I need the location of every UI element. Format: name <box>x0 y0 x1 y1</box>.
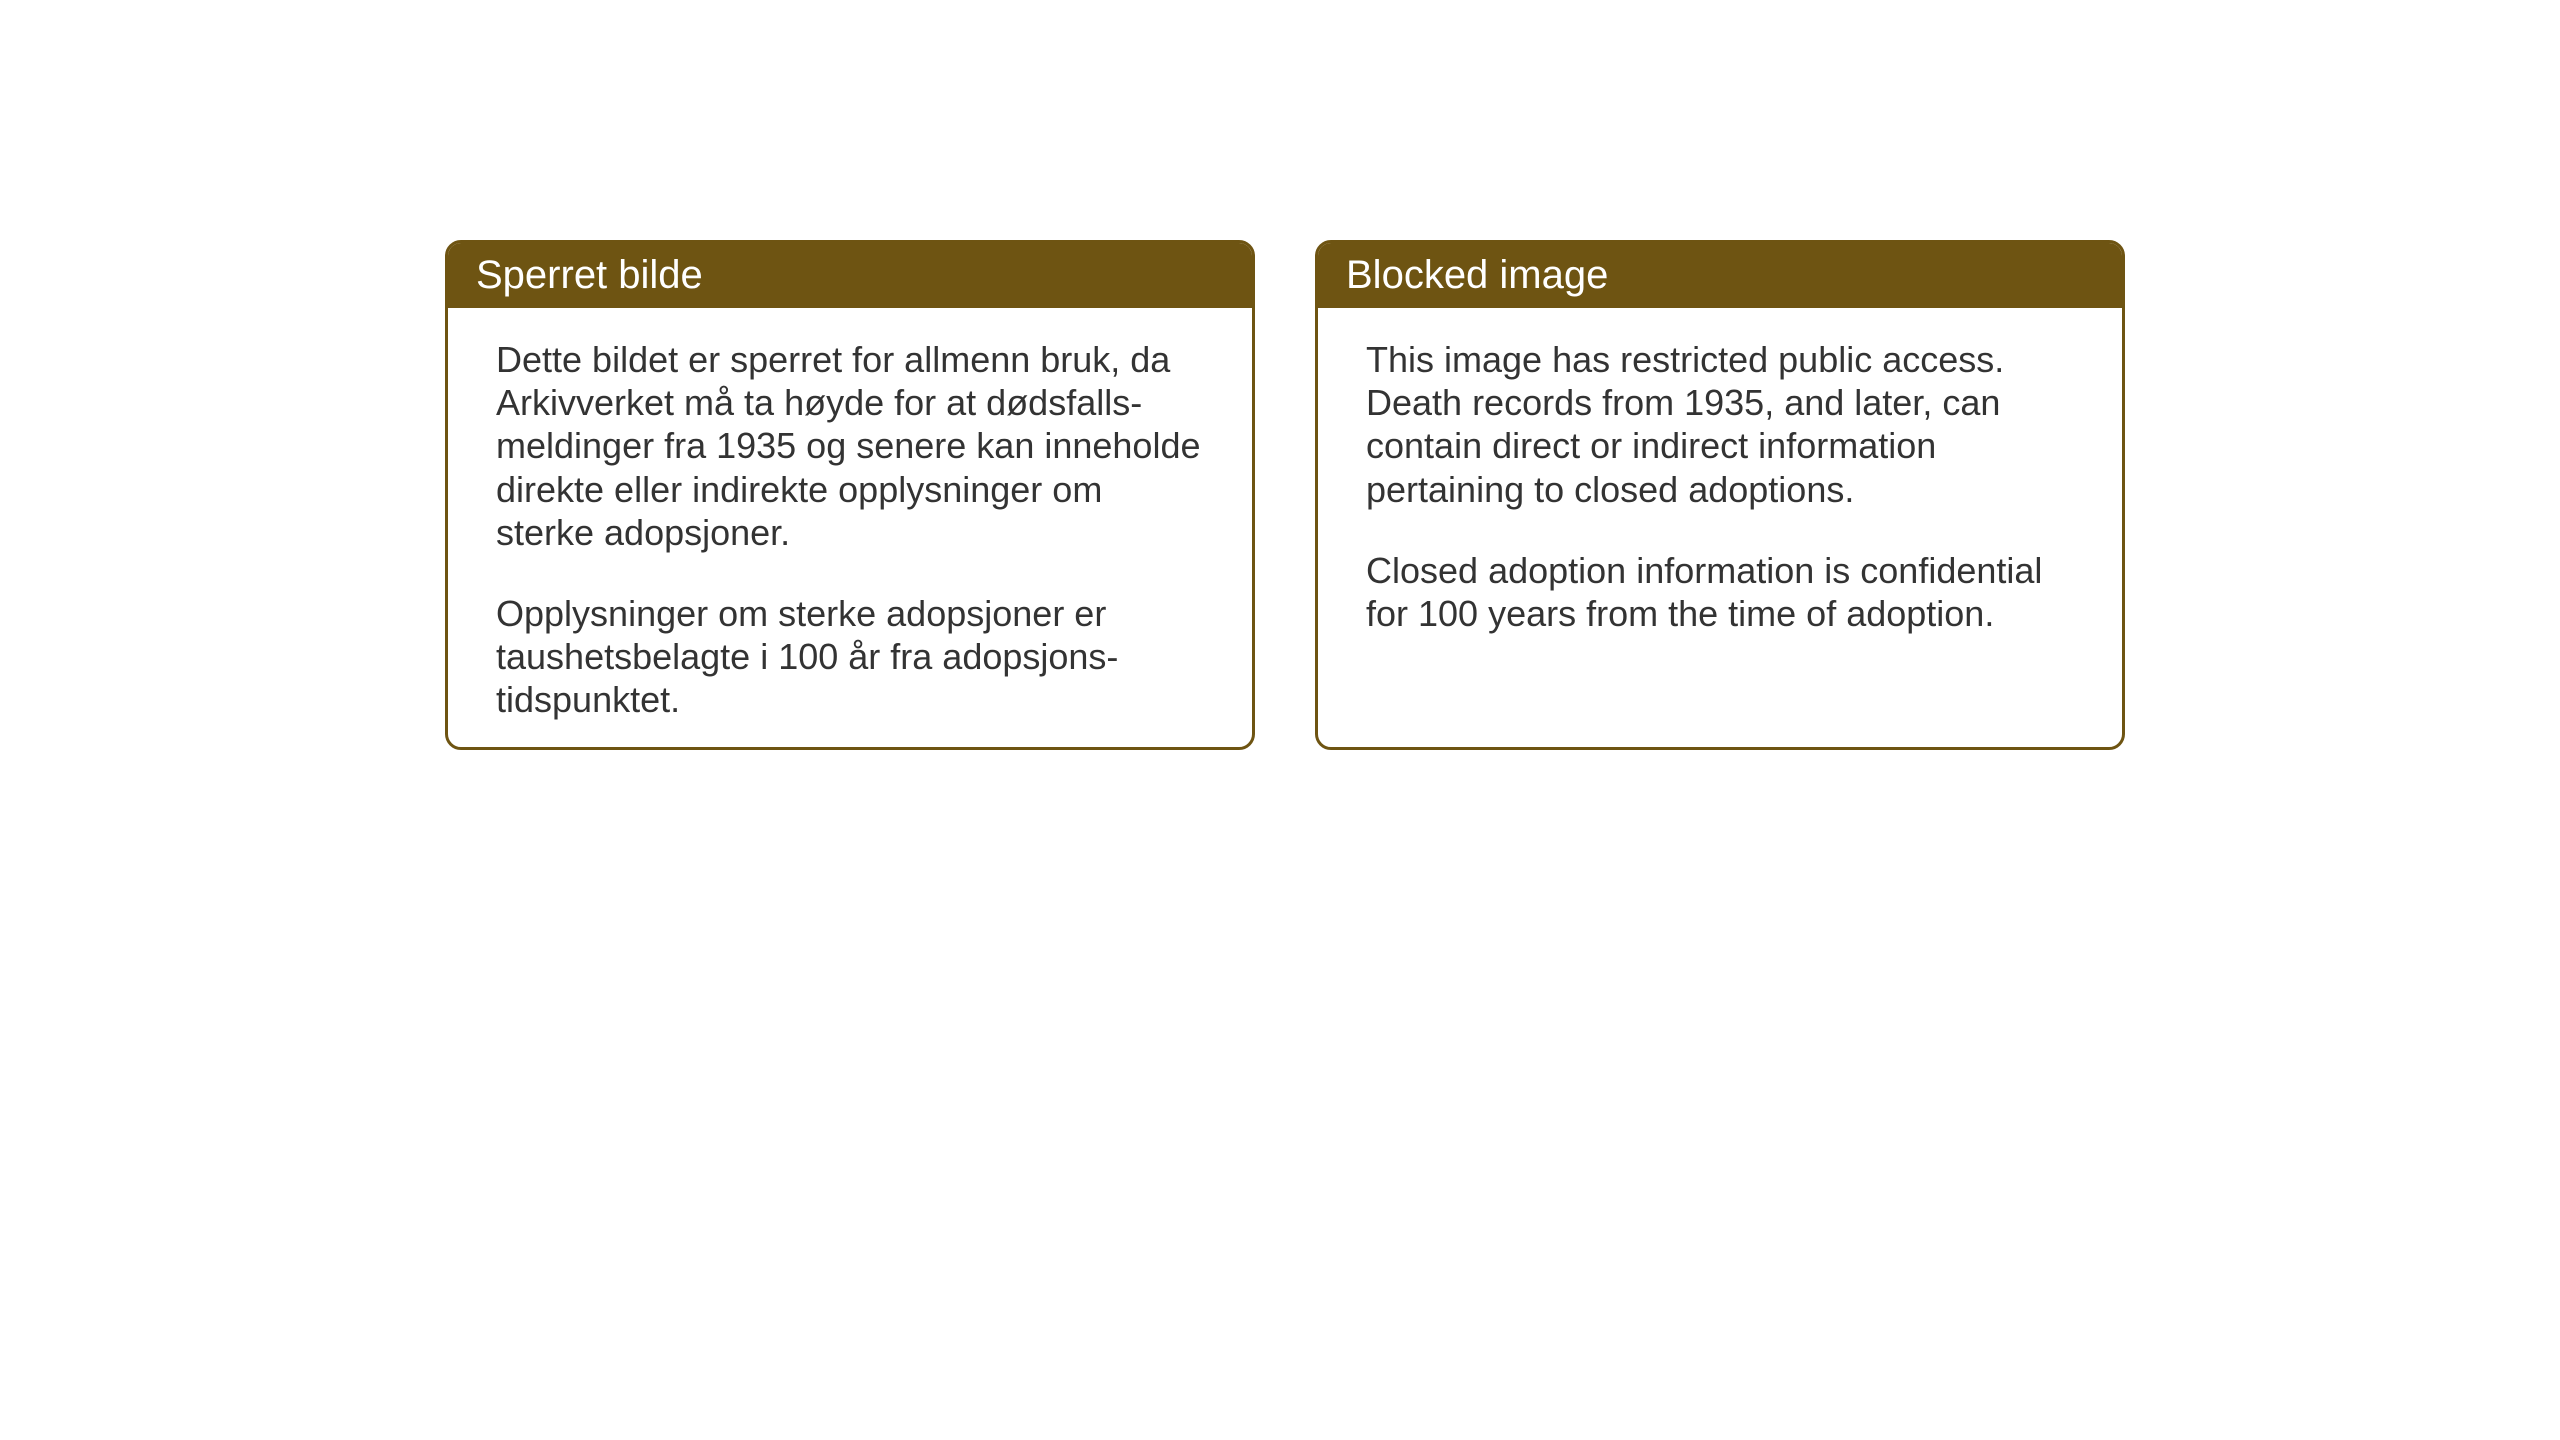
card-body-norwegian: Dette bildet er sperret for allmenn bruk… <box>448 308 1252 750</box>
card-header-english: Blocked image <box>1318 243 2122 308</box>
card-english: Blocked image This image has restricted … <box>1315 240 2125 750</box>
card-paragraph-1-norwegian: Dette bildet er sperret for allmenn bruk… <box>496 338 1204 554</box>
cards-container: Sperret bilde Dette bildet er sperret fo… <box>445 240 2125 750</box>
card-paragraph-2-english: Closed adoption information is confident… <box>1366 549 2074 635</box>
card-header-norwegian: Sperret bilde <box>448 243 1252 308</box>
card-norwegian: Sperret bilde Dette bildet er sperret fo… <box>445 240 1255 750</box>
card-paragraph-1-english: This image has restricted public access.… <box>1366 338 2074 511</box>
card-body-english: This image has restricted public access.… <box>1318 308 2122 665</box>
card-paragraph-2-norwegian: Opplysninger om sterke adopsjoner er tau… <box>496 592 1204 722</box>
card-title-norwegian: Sperret bilde <box>476 253 703 297</box>
card-title-english: Blocked image <box>1346 253 1608 297</box>
